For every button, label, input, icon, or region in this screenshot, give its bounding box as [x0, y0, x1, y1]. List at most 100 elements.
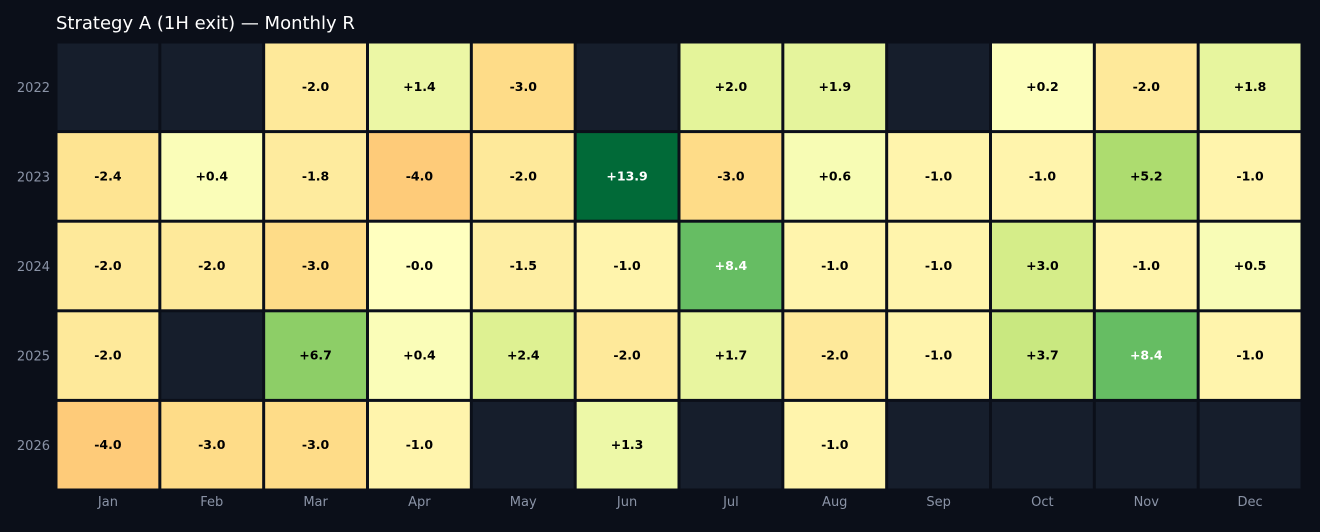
x-tick-label: Jul [722, 495, 739, 510]
heatmap-cell [680, 43, 782, 131]
heatmap-cell-label: -3.0 [302, 258, 330, 273]
heatmap-cell [472, 43, 574, 131]
heatmap-cell [784, 401, 886, 489]
heatmap-cell [888, 312, 989, 399]
heatmap-cell-label: +0.6 [818, 168, 851, 183]
heatmap-cell-label: +5.2 [1130, 168, 1163, 183]
heatmap-cell-label: +0.4 [403, 348, 436, 363]
heatmap-cell-label: +1.4 [403, 79, 436, 94]
heatmap-cell [784, 133, 886, 220]
y-tick-label: 2023 [17, 170, 50, 185]
x-tick-label: Sep [926, 495, 951, 510]
heatmap-cell [369, 222, 470, 310]
heatmap-cell-label: +2.4 [507, 348, 540, 363]
heatmap-cell [369, 133, 470, 220]
x-tick-label: Aug [822, 495, 847, 510]
heatmap-cell [992, 222, 1093, 310]
heatmap-cell-empty [1199, 401, 1301, 489]
heatmap-cell-label: -2.0 [302, 79, 330, 94]
heatmap-cell [369, 401, 470, 489]
heatmap-cell [1095, 222, 1197, 310]
heatmap-cell-empty [888, 43, 989, 131]
heatmap-cell-label: -2.0 [94, 258, 122, 273]
heatmap-cell [1199, 312, 1301, 399]
x-tick-label: Nov [1134, 495, 1160, 510]
heatmap-cell-label: +1.9 [818, 79, 851, 94]
heatmap-cell-label: -0.0 [406, 258, 434, 273]
heatmap-cell-label: -1.0 [1029, 168, 1057, 183]
x-tick-label: Feb [200, 495, 223, 510]
heatmap-cell-label: -2.0 [94, 348, 122, 363]
heatmap-cell [992, 312, 1093, 399]
heatmap-cell [161, 133, 263, 220]
heatmap-cell-empty [888, 401, 989, 489]
heatmap-cell [680, 133, 782, 220]
heatmap-cell [369, 312, 470, 399]
heatmap-cell-label: -1.0 [1236, 168, 1264, 183]
heatmap-cell [680, 312, 782, 399]
y-tick-label: 2026 [17, 439, 50, 454]
heatmap-cell [265, 401, 366, 489]
heatmap-cell-label: -1.0 [406, 437, 434, 452]
x-tick-label: Oct [1031, 495, 1053, 510]
heatmap-cell-empty [992, 401, 1093, 489]
heatmap-cell [1199, 133, 1301, 220]
heatmap-cell-label: -1.0 [1133, 258, 1161, 273]
heatmap-cell [1199, 43, 1301, 131]
heatmap-cell-label: +13.9 [606, 168, 647, 183]
heatmap-cell [57, 133, 159, 220]
x-tick-label: Apr [408, 495, 431, 510]
heatmap-cell [472, 133, 574, 220]
heatmap-cell [369, 43, 470, 131]
heatmap-cell-label: -3.0 [510, 79, 538, 94]
heatmap-cell-label: -1.0 [925, 168, 953, 183]
heatmap-cell [784, 43, 886, 131]
heatmap-cell-empty [576, 43, 678, 131]
heatmap-cell [265, 222, 366, 310]
heatmap-cell-label: -1.0 [613, 258, 641, 273]
heatmap-cell [576, 133, 678, 220]
heatmap-cell-label: -4.0 [94, 437, 122, 452]
heatmap-cell [576, 312, 678, 399]
heatmap-cell [265, 43, 366, 131]
heatmap-cell-empty [161, 43, 263, 131]
heatmap-cell [57, 312, 159, 399]
heatmap-cell-label: -3.0 [198, 437, 226, 452]
y-tick-label: 2022 [17, 81, 50, 96]
heatmap-cell-label: +0.4 [195, 168, 228, 183]
heatmap-cell-label: +0.5 [1234, 258, 1267, 273]
heatmap-cell [784, 222, 886, 310]
heatmap-cell-label: +1.7 [715, 348, 748, 363]
heatmap-cell [472, 222, 574, 310]
heatmap-cell-label: +2.0 [715, 79, 748, 94]
heatmap-cell-empty [472, 401, 574, 489]
heatmap-cell-label: +8.4 [1130, 348, 1163, 363]
heatmap-cell-label: -1.8 [302, 168, 329, 183]
heatmap-cell-empty [1095, 401, 1197, 489]
heatmap-cell [472, 312, 574, 399]
heatmap-cell [57, 222, 159, 310]
heatmap-cell-label: -1.0 [1236, 348, 1264, 363]
heatmap-cell [888, 222, 989, 310]
heatmap-cell [265, 312, 366, 399]
heatmap-cell [888, 133, 989, 220]
heatmap-cell-label: +3.0 [1026, 258, 1059, 273]
heatmap-cell-label: -1.0 [821, 258, 849, 273]
heatmap-cell [992, 133, 1093, 220]
heatmap-cell-label: -2.0 [821, 348, 849, 363]
heatmap-cell-label: -1.0 [821, 437, 849, 452]
heatmap-cell [1095, 312, 1197, 399]
heatmap-cell-label: -3.0 [302, 437, 330, 452]
heatmap-cell [1199, 222, 1301, 310]
heatmap-cell [57, 401, 159, 489]
heatmap-cell-label: +8.4 [715, 258, 748, 273]
heatmap-cell [1095, 43, 1197, 131]
heatmap-cell [576, 222, 678, 310]
heatmap-cell-empty [680, 401, 782, 489]
heatmap-cell-label: -4.0 [406, 168, 434, 183]
heatmap-cell [265, 133, 366, 220]
heatmap-cell-label: -2.0 [198, 258, 226, 273]
heatmap-cell [1095, 133, 1197, 220]
